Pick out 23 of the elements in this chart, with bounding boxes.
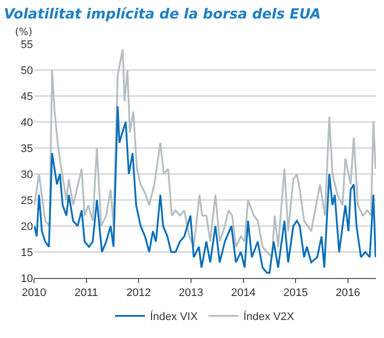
x-tick-label: 2015 <box>283 287 308 300</box>
y-tick-label: 15 <box>20 246 33 259</box>
y-tick-label: 50 <box>20 64 33 77</box>
y-tick-label: 10 <box>20 272 33 285</box>
legend-label: Índex VIX <box>150 310 198 324</box>
y-tick-label: 20 <box>20 220 33 233</box>
y-tick-label: 30 <box>20 168 33 181</box>
x-tick-label: 2011 <box>74 287 98 300</box>
x-tick-label: 2010 <box>22 287 46 300</box>
x-tick-label: 2014 <box>231 287 256 300</box>
line-series <box>34 106 376 274</box>
x-tick-label: 2013 <box>178 287 204 300</box>
y-tick-label: 40 <box>20 116 33 129</box>
y-axis-title: (%) <box>15 27 32 38</box>
y-tick-label: 45 <box>20 90 33 103</box>
x-tick-label: 2016 <box>336 287 360 300</box>
chart-title: Volatilitat implícita de la borsa dels EUA <box>4 6 321 22</box>
y-tick-label: 35 <box>20 142 33 155</box>
legend-label: Índex V2X <box>243 310 295 324</box>
line-series <box>34 48 376 258</box>
y-tick-label: 55 <box>20 38 33 51</box>
x-tick-label: 2012 <box>126 287 151 300</box>
y-tick-label: 25 <box>20 194 33 207</box>
